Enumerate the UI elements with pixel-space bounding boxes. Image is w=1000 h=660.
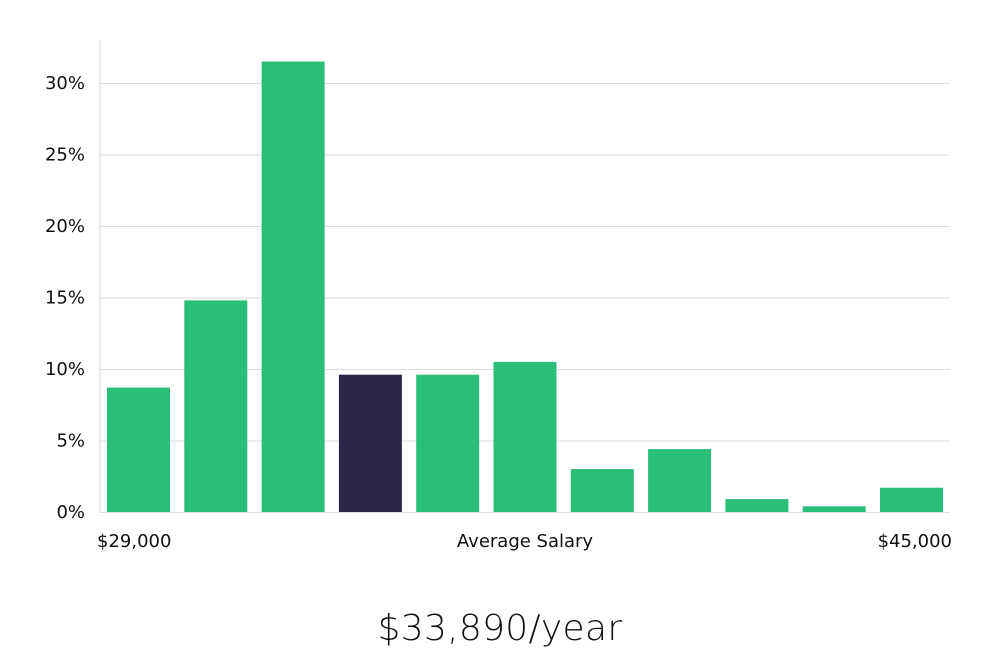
y-tick-label: 15% xyxy=(45,288,85,309)
average-salary-headline: $33,890/year xyxy=(377,608,623,649)
bars xyxy=(107,61,943,512)
bar xyxy=(261,61,325,512)
y-tick-label: 20% xyxy=(45,216,85,237)
bar xyxy=(493,361,557,512)
x-end-label: $45,000 xyxy=(878,531,952,552)
bar xyxy=(880,487,943,512)
x-start-label: $29,000 xyxy=(97,531,171,552)
y-tick-label: 10% xyxy=(45,359,85,380)
y-tick-labels: 0% 5% 10% 15% 20% 25% 30% xyxy=(45,73,85,523)
y-tick-label: 30% xyxy=(45,73,85,94)
bar xyxy=(648,449,712,512)
x-axis-label: Average Salary xyxy=(457,531,594,552)
salary-histogram: 0% 5% 10% 15% 20% 25% 30% $29,000 Average Sala… xyxy=(45,40,952,552)
y-tick-label: 0% xyxy=(56,502,85,523)
bar-highlighted xyxy=(338,374,402,512)
bar xyxy=(570,469,634,512)
bar xyxy=(725,499,789,512)
bar xyxy=(107,387,170,512)
y-tick-label: 25% xyxy=(45,145,85,166)
bar xyxy=(416,374,480,512)
y-tick-label: 5% xyxy=(56,431,85,452)
bar xyxy=(184,300,248,512)
bar xyxy=(802,506,866,512)
